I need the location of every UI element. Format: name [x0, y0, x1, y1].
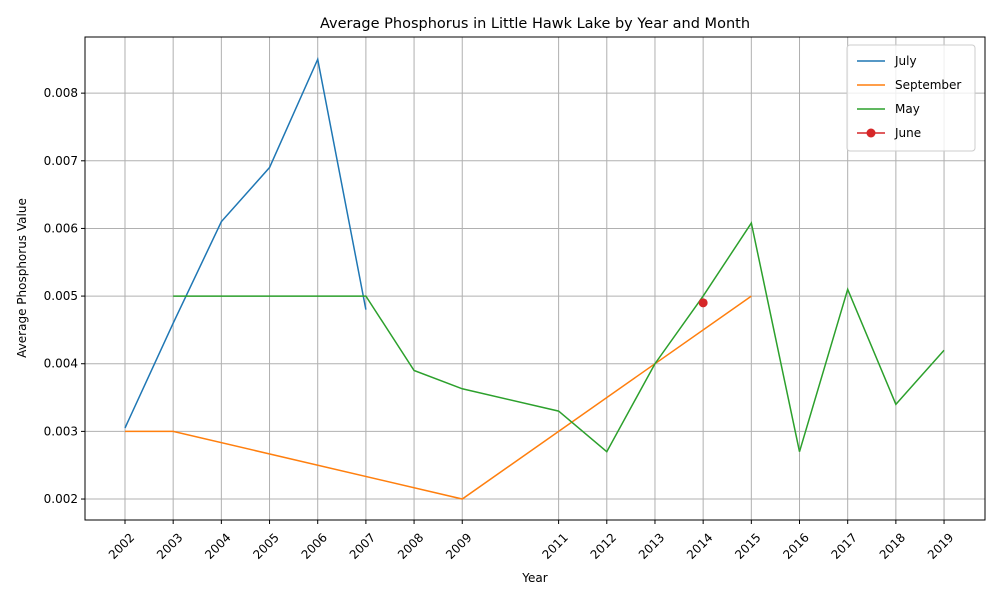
line [124, 295, 752, 500]
y-tick-label: 0.008 [44, 86, 78, 100]
legend-label: September [895, 78, 961, 92]
y-axis-label: Average Phosphorus Value [15, 198, 29, 358]
plot-frame [84, 36, 986, 521]
x-tick-label: 2005 [250, 530, 281, 561]
x-tick-label: 2008 [395, 530, 426, 561]
x-tick-label: 2006 [299, 530, 330, 561]
x-tick-label: 2003 [154, 530, 185, 561]
legend-label: May [895, 102, 920, 116]
x-tick-label: 2014 [684, 530, 715, 561]
legend-label: July [894, 54, 917, 68]
line [173, 221, 945, 453]
x-tick-label: 2004 [202, 530, 233, 561]
legend-label: June [894, 126, 921, 140]
x-tick-label: 2015 [732, 530, 763, 561]
chart-title: Average Phosphorus in Little Hawk Lake b… [320, 16, 750, 32]
legend-box [846, 44, 976, 152]
point [698, 298, 708, 308]
y-tick-label: 0.006 [44, 221, 78, 235]
line [124, 56, 367, 429]
x-tick-label: 2009 [443, 530, 474, 561]
y-tick-label: 0.007 [44, 154, 78, 168]
y-tick-label: 0.004 [44, 357, 78, 371]
x-tick-label: 2017 [829, 530, 860, 561]
legend-marker [866, 128, 876, 138]
x-tick-label: 2002 [106, 530, 137, 561]
x-tick-label: 2018 [877, 530, 908, 561]
x-tick-label: 2007 [347, 530, 378, 561]
y-tick-label: 0.002 [44, 492, 78, 506]
y-tick-label: 0.005 [44, 289, 78, 303]
y-tick-label: 0.003 [44, 424, 78, 438]
x-tick-label: 2012 [588, 530, 619, 561]
x-tick-label: 2019 [925, 530, 956, 561]
x-axis-label: Year [521, 571, 547, 585]
x-tick-label: 2013 [636, 530, 667, 561]
x-tick-label: 2016 [780, 530, 811, 561]
x-tick-label: 2011 [539, 530, 570, 561]
